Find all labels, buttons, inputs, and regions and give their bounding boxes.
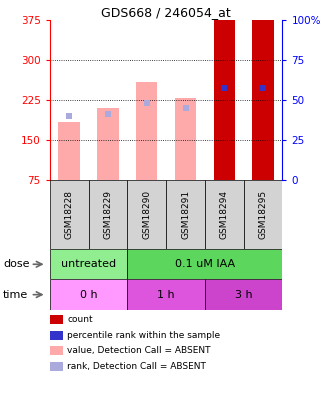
FancyBboxPatch shape	[205, 279, 282, 310]
FancyBboxPatch shape	[127, 180, 166, 249]
FancyBboxPatch shape	[50, 180, 89, 249]
Text: GSM18294: GSM18294	[220, 190, 229, 239]
FancyBboxPatch shape	[127, 249, 282, 279]
Text: untreated: untreated	[61, 259, 116, 269]
Text: GSM18228: GSM18228	[65, 190, 74, 239]
FancyBboxPatch shape	[127, 279, 205, 310]
Text: 0.1 uM IAA: 0.1 uM IAA	[175, 259, 235, 269]
Bar	[50, 331, 63, 340]
FancyBboxPatch shape	[89, 180, 127, 249]
Bar	[50, 362, 63, 371]
Bar	[136, 81, 157, 180]
Bar	[175, 98, 196, 180]
Text: GSM18291: GSM18291	[181, 190, 190, 239]
Bar	[97, 108, 118, 180]
Text: count: count	[67, 315, 93, 324]
Bar	[50, 315, 63, 324]
FancyBboxPatch shape	[166, 180, 205, 249]
Text: dose: dose	[3, 259, 30, 269]
FancyBboxPatch shape	[205, 180, 244, 249]
FancyBboxPatch shape	[50, 249, 127, 279]
Bar	[214, 12, 235, 180]
Text: 0 h: 0 h	[80, 290, 97, 300]
Bar	[50, 346, 63, 355]
FancyBboxPatch shape	[244, 180, 282, 249]
Text: value, Detection Call = ABSENT: value, Detection Call = ABSENT	[67, 346, 211, 355]
Text: GSM18290: GSM18290	[142, 190, 151, 239]
Bar	[58, 122, 80, 180]
Text: 3 h: 3 h	[235, 290, 253, 300]
FancyBboxPatch shape	[50, 279, 127, 310]
Text: GSM18229: GSM18229	[103, 190, 112, 239]
Text: rank, Detection Call = ABSENT: rank, Detection Call = ABSENT	[67, 362, 206, 371]
Text: percentile rank within the sample: percentile rank within the sample	[67, 331, 221, 340]
Bar	[252, 10, 274, 180]
Text: 1 h: 1 h	[157, 290, 175, 300]
Text: time: time	[3, 290, 29, 300]
Text: GSM18295: GSM18295	[259, 190, 268, 239]
Text: GDS668 / 246054_at: GDS668 / 246054_at	[101, 6, 231, 19]
